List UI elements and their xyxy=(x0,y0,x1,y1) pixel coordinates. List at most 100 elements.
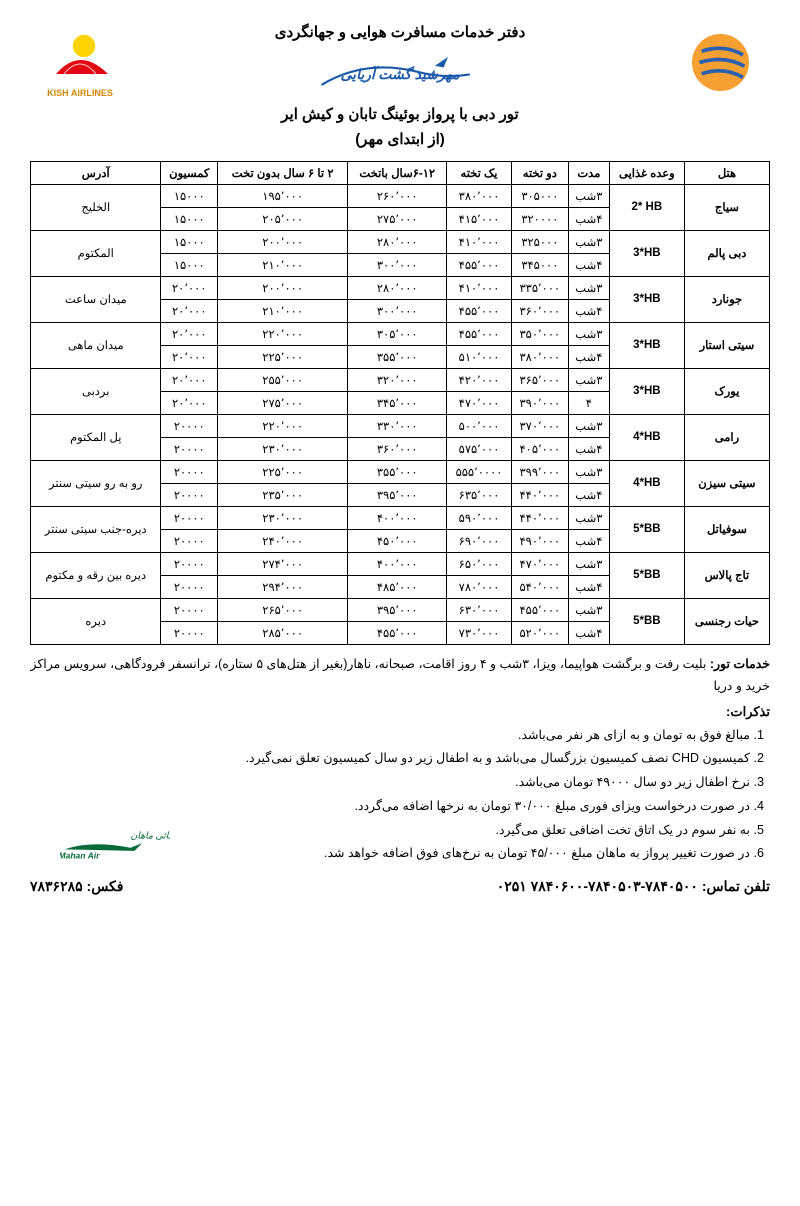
address-cell: پل المکتوم xyxy=(31,414,161,460)
price-cell: ۳شب xyxy=(568,230,609,253)
price-cell: ۳شب xyxy=(568,506,609,529)
price-cell: ۴۵۵٬۰۰۰ xyxy=(447,322,512,345)
kish-airlines-text: KISH AIRLINES xyxy=(47,88,113,98)
hotel-name-cell: تاج پالاس xyxy=(684,552,769,598)
price-cell: ۳شب xyxy=(568,322,609,345)
price-cell: ۲۰۰۰۰ xyxy=(161,437,218,460)
price-cell: ۴شب xyxy=(568,207,609,230)
tour-subtitle: (از ابتدای مهر) xyxy=(130,127,670,153)
price-cell: ۴شب xyxy=(568,529,609,552)
price-cell: ۲۲۵٬۰۰۰ xyxy=(218,345,348,368)
table-header-row: هتلوعده غذاییمدتدو تختهیک تخته۶-۱۲سال با… xyxy=(31,161,770,184)
price-cell: ۳۵۵٬۰۰۰ xyxy=(348,345,447,368)
contact-phone: تلفن تماس: ۷۸۴۰۵۰۰-۷۸۴۰۵۰۳-۷۸۴۰۶۰۰ ۰۲۵۱ xyxy=(497,878,770,895)
services-label: خدمات تور: xyxy=(710,657,770,671)
price-cell: ۱۹۵٬۰۰۰ xyxy=(218,184,348,207)
price-cell: ۳۹۹٬۰۰۰ xyxy=(511,460,568,483)
note-item: در صورت درخواست ویزای فوری مبلغ ۳۰/۰۰۰ ت… xyxy=(30,795,750,819)
price-cell: ۳۶۰٬۰۰۰ xyxy=(511,299,568,322)
price-cell: ۳شب xyxy=(568,276,609,299)
meal-plan-cell: 5*BB xyxy=(609,598,684,644)
address-cell: الخلیج xyxy=(31,184,161,230)
page-header: دفتر خدمات مسافرت هوایی و جهانگردی مهرشی… xyxy=(30,20,770,153)
price-cell: ۶۳۵٬۰۰۰ xyxy=(447,483,512,506)
price-cell: ۴شب xyxy=(568,575,609,598)
meal-plan-cell: 2* HB xyxy=(609,184,684,230)
price-cell: ۲۳۵٬۰۰۰ xyxy=(218,483,348,506)
mahan-air-logo-icon: هواپیمائی ماهان Mahan Air xyxy=(60,826,170,866)
meal-plan-cell: 3*HB xyxy=(609,368,684,414)
price-cell: ۲۰۰۰۰ xyxy=(161,414,218,437)
price-cell: ۲۰۰۰۰ xyxy=(161,621,218,644)
table-header-cell: کمسیون xyxy=(161,161,218,184)
price-cell: ۴۰۰٬۰۰۰ xyxy=(348,506,447,529)
price-cell: ۲۶۵٬۰۰۰ xyxy=(218,598,348,621)
price-cell: ۴۴۰٬۰۰۰ xyxy=(511,483,568,506)
price-cell: ۴۷۰٬۰۰۰ xyxy=(447,391,512,414)
price-table: هتلوعده غذاییمدتدو تختهیک تخته۶-۱۲سال با… xyxy=(30,161,770,645)
price-cell: ۴شب xyxy=(568,437,609,460)
price-cell: ۴۱۵٬۰۰۰ xyxy=(447,207,512,230)
price-cell: ۳شب xyxy=(568,598,609,621)
price-cell: ۲۲۰٬۰۰۰ xyxy=(218,322,348,345)
svg-text:هواپیمائی ماهان: هواپیمائی ماهان xyxy=(131,830,170,841)
price-cell: ۲۸۵٬۰۰۰ xyxy=(218,621,348,644)
right-logo-icon xyxy=(670,20,770,105)
price-cell: ۳۰۰٬۰۰۰ xyxy=(348,253,447,276)
table-header-cell: ۶-۱۲سال باتخت xyxy=(348,161,447,184)
price-cell: ۲۰۰۰۰ xyxy=(161,529,218,552)
price-cell: ۴۵۵٬۰۰۰ xyxy=(447,253,512,276)
meal-plan-cell: 5*BB xyxy=(609,506,684,552)
price-cell: ۴۰۰٬۰۰۰ xyxy=(348,552,447,575)
price-cell: ۲۸۰٬۰۰۰ xyxy=(348,230,447,253)
meal-plan-cell: 4*HB xyxy=(609,414,684,460)
hotel-name-cell: یورک xyxy=(684,368,769,414)
note-item: مبالغ فوق به تومان و به ازای هر نفر می‌ب… xyxy=(30,724,750,748)
price-cell: ۲۰٬۰۰۰ xyxy=(161,345,218,368)
hotel-name-cell: دبی پالم xyxy=(684,230,769,276)
price-cell: ۳۳۵٬۰۰۰ xyxy=(511,276,568,299)
price-cell: ۳۰۵۰۰۰ xyxy=(511,184,568,207)
price-cell: ۳۹۵٬۰۰۰ xyxy=(348,598,447,621)
address-cell: المکتوم xyxy=(31,230,161,276)
price-cell: ۲۹۴٬۰۰۰ xyxy=(218,575,348,598)
price-cell: ۳۴۵۰۰۰ xyxy=(511,253,568,276)
price-cell: ۲۰۰٬۰۰۰ xyxy=(218,276,348,299)
services-text: بلیت رفت و برگشت هواپیما، ویزا، ۳شب و ۴ … xyxy=(30,657,770,694)
address-cell: میدان ساعت xyxy=(31,276,161,322)
price-cell: ۲۴۰٬۰۰۰ xyxy=(218,529,348,552)
price-cell: ۲۲۰٬۰۰۰ xyxy=(218,414,348,437)
table-row: سیاج2* HB۳شب۳۰۵۰۰۰۳۸۰٬۰۰۰۲۶۰٬۰۰۰۱۹۵٬۰۰۰۱… xyxy=(31,184,770,207)
table-header-cell: مدت xyxy=(568,161,609,184)
price-cell: ۲۰۰۰۰ xyxy=(161,552,218,575)
contact-fax: فکس: ۷۸۳۶۲۸۵ xyxy=(30,878,123,895)
price-cell: ۳۴۵٬۰۰۰ xyxy=(348,391,447,414)
price-cell: ۴۲۰٬۰۰۰ xyxy=(447,368,512,391)
price-cell: ۴۰۵٬۰۰۰ xyxy=(511,437,568,460)
address-cell: دیره بین رقه و مکتوم xyxy=(31,552,161,598)
agency-script-logo-icon: مهرشید گشت آریایی xyxy=(130,50,670,98)
kish-airlines-logo-icon: KISH AIRLINES xyxy=(30,20,130,105)
price-cell: ۵۹۰٬۰۰۰ xyxy=(447,506,512,529)
table-header-cell: وعده غذایی xyxy=(609,161,684,184)
price-cell: ۵۵۵٬۰۰۰۰ xyxy=(447,460,512,483)
price-cell: ۲۲۵٬۰۰۰ xyxy=(218,460,348,483)
price-cell: ۶۹۰٬۰۰۰ xyxy=(447,529,512,552)
price-cell: ۳۶۰٬۰۰۰ xyxy=(348,437,447,460)
svg-text:مهرشید گشت آریایی: مهرشید گشت آریایی xyxy=(341,64,460,82)
address-cell: میدان ماهی xyxy=(31,322,161,368)
price-cell: ۳۵۵٬۰۰۰ xyxy=(348,460,447,483)
price-cell: ۶۵۰٬۰۰۰ xyxy=(447,552,512,575)
price-cell: ۴۱۰٬۰۰۰ xyxy=(447,276,512,299)
price-cell: ۳شب xyxy=(568,414,609,437)
price-cell: ۲۰٬۰۰۰ xyxy=(161,322,218,345)
note-item: کمیسیون CHD نصف کمیسیون بزرگسال می‌باشد … xyxy=(30,747,750,771)
address-cell: دیره xyxy=(31,598,161,644)
price-cell: ۲۶۰٬۰۰۰ xyxy=(348,184,447,207)
table-row: یورک3*HB۳شب۳۶۵٬۰۰۰۴۲۰٬۰۰۰۳۲۰٬۰۰۰۲۵۵٬۰۰۰۲… xyxy=(31,368,770,391)
price-cell: ۲۰۰۰۰ xyxy=(161,460,218,483)
table-row: رامی4*HB۳شب۳۷۰٬۰۰۰۵۰۰٬۰۰۰۳۳۰٬۰۰۰۲۲۰٬۰۰۰۲… xyxy=(31,414,770,437)
table-row: دبی پالم3*HB۳شب۳۲۵۰۰۰۴۱۰٬۰۰۰۲۸۰٬۰۰۰۲۰۰٬۰… xyxy=(31,230,770,253)
price-cell: ۳۰۵٬۰۰۰ xyxy=(348,322,447,345)
price-cell: ۱۵۰۰۰ xyxy=(161,253,218,276)
